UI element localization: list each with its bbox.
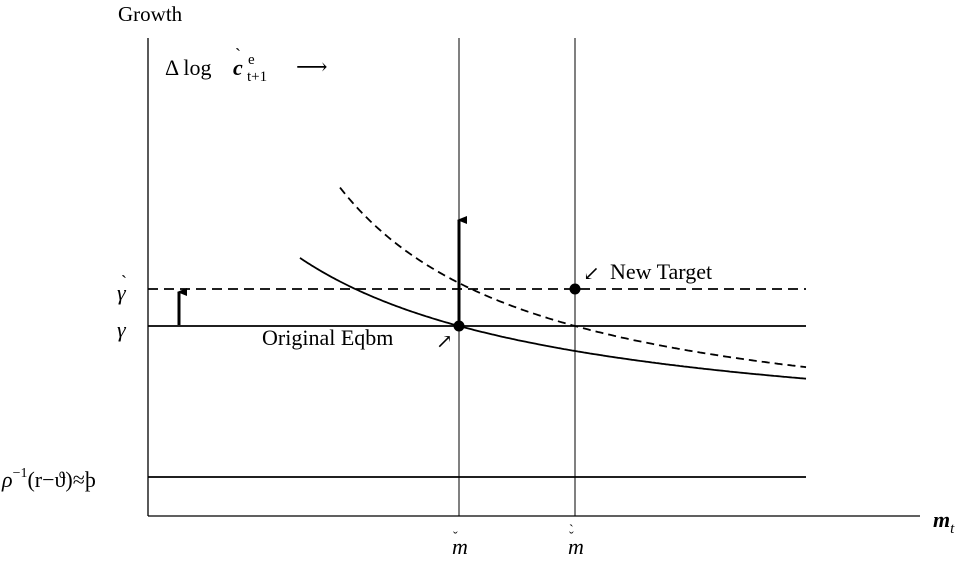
y-axis-label: Growth [118, 2, 183, 26]
svg-text:γ: γ [117, 280, 127, 305]
original-target-label: m ˇ [452, 530, 468, 559]
gamma-label: γ [117, 317, 127, 342]
curve-label-arrow: ⟶ [296, 54, 328, 79]
svg-text:New Target: New Target [610, 259, 712, 284]
svg-text:ρ−1(r−ϑ)≈þ: ρ−1(r−ϑ)≈þ [1, 466, 96, 492]
svg-text:m: m [568, 534, 584, 559]
svg-text:`: ` [121, 272, 127, 292]
x-axis-label: mt [933, 507, 955, 537]
svg-text:ˇ: ˇ [453, 530, 458, 545]
curve-label-prefix: Δ log [165, 55, 212, 80]
new-target-point [569, 283, 581, 295]
patience-label: ρ−1(r−ϑ)≈þ [1, 466, 96, 492]
curve-label-accent: ` [235, 45, 241, 65]
svg-text:↙: ↙ [583, 263, 600, 285]
gamma-new-label: γ ` [117, 272, 127, 305]
svg-text:m: m [452, 534, 468, 559]
svg-text:↗: ↗ [436, 331, 453, 353]
new-target-label: m ˇ ` [568, 523, 584, 559]
consumption-growth-curve [299, 257, 807, 380]
curve-label-superscript: e [248, 52, 255, 68]
curve-label: Δ log c ` e t+1 ⟶ [165, 45, 328, 85]
svg-text:`: ` [569, 523, 574, 538]
svg-text:Original Eqbm: Original Eqbm [262, 325, 393, 350]
curve-label-symbol: c [233, 55, 243, 80]
consumption-growth-curve-shifted [339, 187, 807, 369]
curve-label-subscript: t+1 [247, 69, 267, 85]
svg-text:ˇ: ˇ [569, 530, 574, 545]
original-eqbm-annotation: Original Eqbm ↗ [262, 325, 453, 353]
new-target-annotation: ↙ New Target [583, 259, 712, 285]
original-eqbm-point [453, 320, 465, 332]
